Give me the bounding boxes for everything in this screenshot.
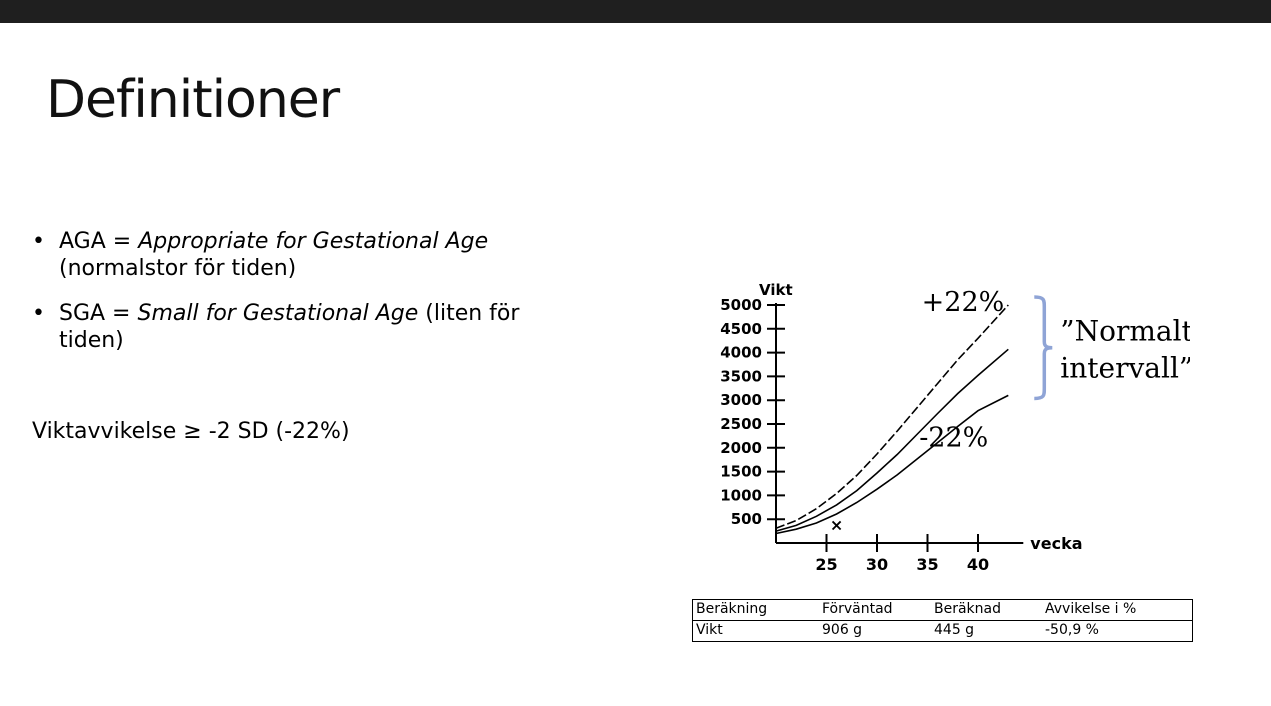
calculation-table: Beräkning Förväntad Beräknad Avvikelse i… — [692, 599, 1193, 642]
weight-deviation-definition: Viktavvikelse ≥ -2 SD (-22%) — [32, 419, 350, 444]
series-line-3 — [775, 394, 1009, 535]
y-tick-label: 3000 — [720, 391, 762, 409]
bracket-label-line-1: ”Normalt — [1060, 315, 1190, 348]
y-tick-label: 2000 — [720, 439, 762, 457]
data-marker: × — [830, 515, 843, 534]
bullet-aga: • AGA = Appropriate for Gestational Age … — [32, 228, 592, 282]
y-tick-label: 2500 — [720, 415, 762, 433]
table-header-cell: Beräkning — [696, 601, 768, 617]
y-axis-label: Vikt — [759, 281, 793, 299]
slide-title: Definitioner — [46, 70, 340, 130]
series-label-upper: +22% — [922, 287, 1005, 318]
bracket-label-line-2: intervall” — [1060, 352, 1190, 385]
table-cell: Vikt — [696, 622, 723, 638]
table-cell: 445 g — [934, 622, 975, 638]
y-tick-label: 1500 — [720, 463, 762, 481]
table-header-cell: Förväntad — [822, 601, 893, 617]
y-tick-label: 500 — [731, 510, 762, 528]
table-header-cell: Avvikelse i % — [1045, 601, 1137, 617]
bullet-dot: • — [32, 229, 45, 254]
weight-growth-chart: 500 1000 1500 2000 2500 3000 3500 4000 4500 5000V… — [720, 281, 1190, 574]
bullet-sga-prefix: SGA = — [59, 301, 138, 326]
bullet-aga-term: Appropriate for Gestational Age — [138, 229, 489, 254]
series-line-1 — [775, 304, 1009, 529]
y-tick-label: 4500 — [720, 320, 762, 338]
table-header-row: Beräkning Förväntad Beräknad Avvikelse i… — [693, 600, 1192, 621]
table-cell: 906 g — [822, 622, 863, 638]
x-tick-label: 25 — [815, 555, 837, 574]
y-tick-label: 1000 — [720, 486, 762, 504]
x-tick-label: 35 — [916, 555, 938, 574]
bullet-sga: • SGA = Small for Gestational Age (liten… — [32, 300, 592, 354]
table-row: Vikt 906 g 445 g -50,9 % — [693, 621, 1192, 641]
y-tick-label: 3500 — [720, 367, 762, 385]
window-top-bar — [0, 0, 1271, 23]
bullet-sga-explanation: tiden) — [59, 328, 124, 353]
bullet-sga-suffix: (liten för — [418, 301, 520, 326]
bullet-list: • AGA = Appropriate for Gestational Age … — [32, 228, 592, 372]
y-tick-label: 5000 — [720, 296, 762, 314]
x-axis-label: vecka — [1030, 534, 1082, 553]
y-tick-label: 4000 — [720, 344, 762, 362]
x-tick-label: 40 — [967, 555, 989, 574]
series-label-lower: -22% — [919, 423, 988, 454]
table-header-cell: Beräknad — [934, 601, 1001, 617]
normal-range-bracket — [1034, 295, 1053, 401]
x-tick-label: 30 — [866, 555, 888, 574]
bullet-aga-explanation: (normalstor för tiden) — [59, 256, 297, 281]
bullet-sga-term: Small for Gestational Age — [137, 301, 419, 326]
table-cell: -50,9 % — [1045, 622, 1099, 638]
bullet-aga-prefix: AGA = — [59, 229, 139, 254]
bullet-dot: • — [32, 301, 45, 326]
series-line-2 — [775, 348, 1009, 532]
